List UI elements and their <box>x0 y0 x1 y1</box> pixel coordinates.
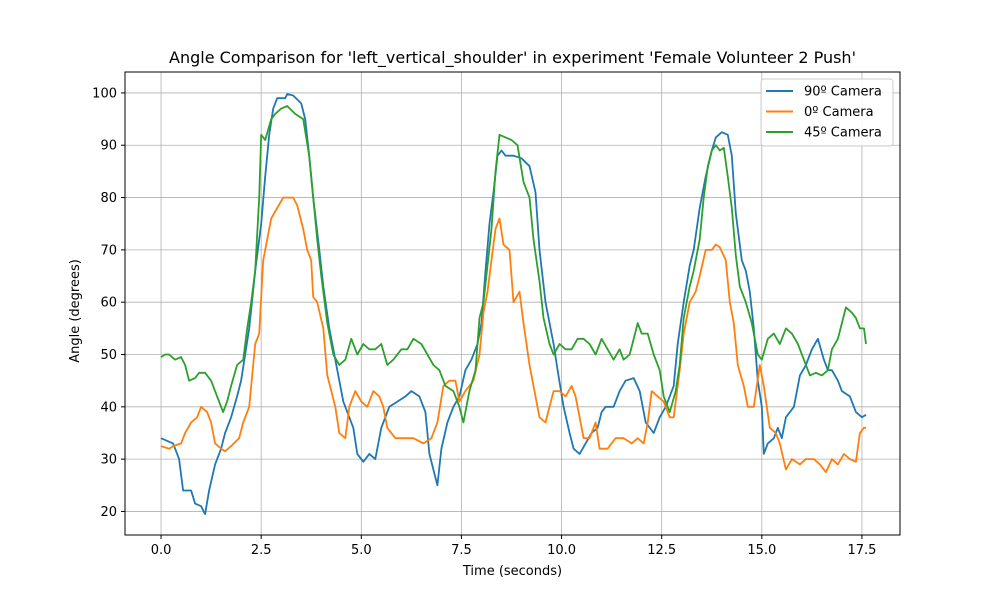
y-tick-label: 70 <box>100 243 117 258</box>
legend-label: 0º Camera <box>804 105 874 120</box>
legend-label: 45º Camera <box>804 126 882 141</box>
series-line <box>160 93 867 515</box>
x-tick-label: 10.0 <box>547 543 576 558</box>
plot-frame <box>124 71 901 536</box>
x-tick-label: 2.5 <box>251 543 272 558</box>
y-tick-label: 30 <box>100 453 117 468</box>
grid-lines <box>125 72 900 535</box>
x-axis-ticks: 0.0 2.5 5.0 7.5 10.0 12.5 15.0 17.5 <box>151 535 876 558</box>
x-tick-label: 5.0 <box>351 543 372 558</box>
x-axis-title: Time (seconds) <box>462 564 562 579</box>
legend-box <box>760 78 894 147</box>
y-tick-label: 60 <box>100 296 117 311</box>
y-axis-ticks: 20 30 40 50 60 70 80 90 100 <box>92 86 125 520</box>
series-line <box>160 105 867 424</box>
series-lines <box>160 93 867 515</box>
y-axis-title: Angle (degrees) <box>68 259 83 363</box>
x-tick-label: 0.0 <box>151 543 172 558</box>
y-tick-label: 90 <box>100 139 117 154</box>
y-tick-label: 100 <box>92 86 117 101</box>
legend: 90º Camera 0º Camera 45º Camera <box>760 78 894 147</box>
x-tick-label: 17.5 <box>847 543 876 558</box>
x-tick-label: 7.5 <box>451 543 472 558</box>
y-tick-label: 50 <box>100 348 117 363</box>
x-tick-label: 15.0 <box>747 543 776 558</box>
x-tick-label: 12.5 <box>647 543 676 558</box>
legend-label: 90º Camera <box>804 85 882 100</box>
y-tick-label: 80 <box>100 191 117 206</box>
y-tick-label: 20 <box>100 505 117 520</box>
y-tick-label: 40 <box>100 400 117 415</box>
series-line <box>160 196 866 474</box>
chart-title: Angle Comparison for 'left_vertical_shou… <box>169 48 856 68</box>
